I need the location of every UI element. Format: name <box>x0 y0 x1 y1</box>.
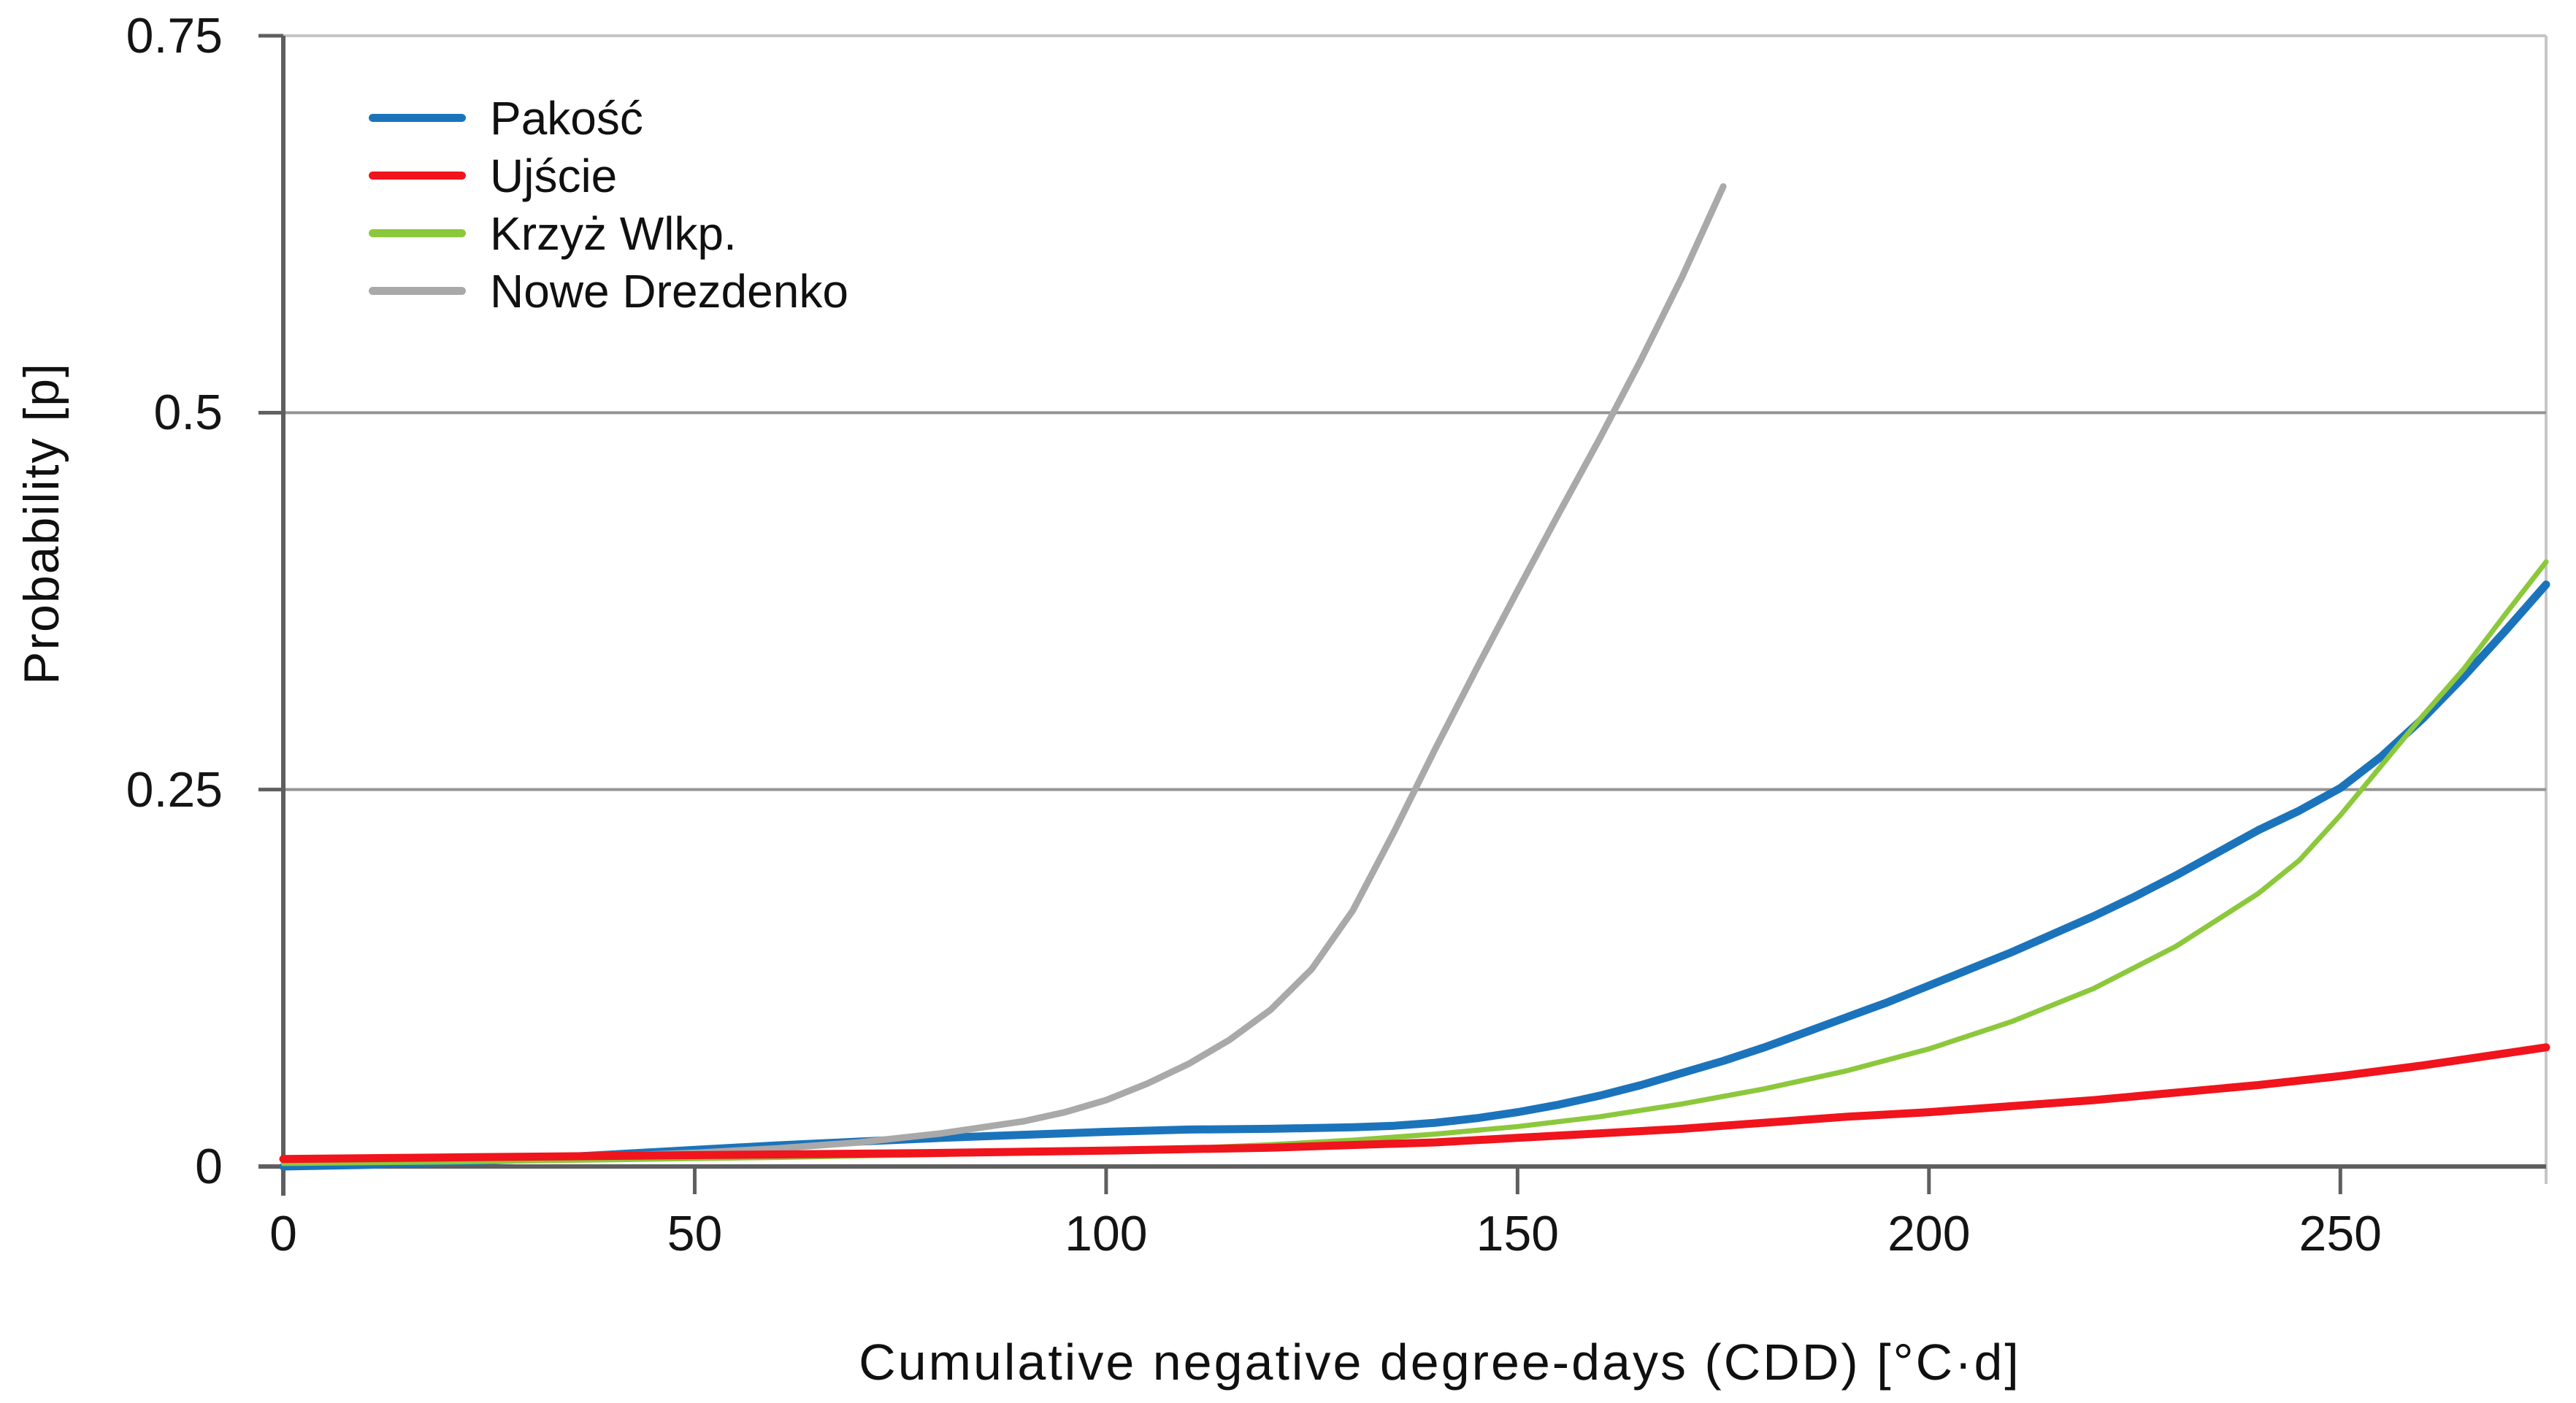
y-axis-title: Probability [p] <box>14 362 69 685</box>
x-tick-label: 100 <box>1065 1206 1148 1261</box>
data-series-lines <box>279 183 2550 1171</box>
legend: Pakość Ujście Krzyż Wlkp. Nowe Drezdenko <box>369 89 848 320</box>
x-axis-title: Cumulative negative degree-days (CDD) [°… <box>859 1334 2021 1391</box>
legend-label-nowe-drezdenko: Nowe Drezdenko <box>490 264 848 318</box>
legend-item-ujscie: Ujście <box>369 147 848 204</box>
x-tick-label: 250 <box>2299 1206 2382 1261</box>
y-tick-label: 0.25 <box>126 761 223 818</box>
legend-label-krzyz-wlkp: Krzyż Wlkp. <box>490 207 737 260</box>
series-line-nowe-drezdenko <box>280 183 1727 1163</box>
legend-item-krzyz-wlkp: Krzyż Wlkp. <box>369 204 848 262</box>
x-tick-label: 0 <box>269 1206 297 1261</box>
x-tick-label: 50 <box>667 1206 723 1261</box>
legend-swatch-nowe-drezdenko <box>369 287 466 295</box>
series-line-pakosc <box>279 580 2550 1171</box>
legend-swatch-pakosc <box>369 114 466 122</box>
series-line-ujscie <box>279 1043 2550 1164</box>
legend-label-ujscie: Ujście <box>490 149 618 202</box>
y-tick-label: 0 <box>195 1139 223 1194</box>
x-tick-label: 200 <box>1887 1206 1971 1261</box>
y-tick-label: 0.75 <box>126 8 223 64</box>
legend-item-nowe-drezdenko: Nowe Drezdenko <box>369 262 848 320</box>
y-tick-label: 0.5 <box>153 385 223 441</box>
legend-swatch-krzyz-wlkp <box>369 229 466 237</box>
legend-label-pakosc: Pakość <box>490 91 643 145</box>
axes-and-ticks <box>258 34 2546 1196</box>
legend-swatch-ujscie <box>369 172 466 180</box>
legend-item-pakosc: Pakość <box>369 89 848 147</box>
x-tick-label: 150 <box>1476 1206 1560 1261</box>
